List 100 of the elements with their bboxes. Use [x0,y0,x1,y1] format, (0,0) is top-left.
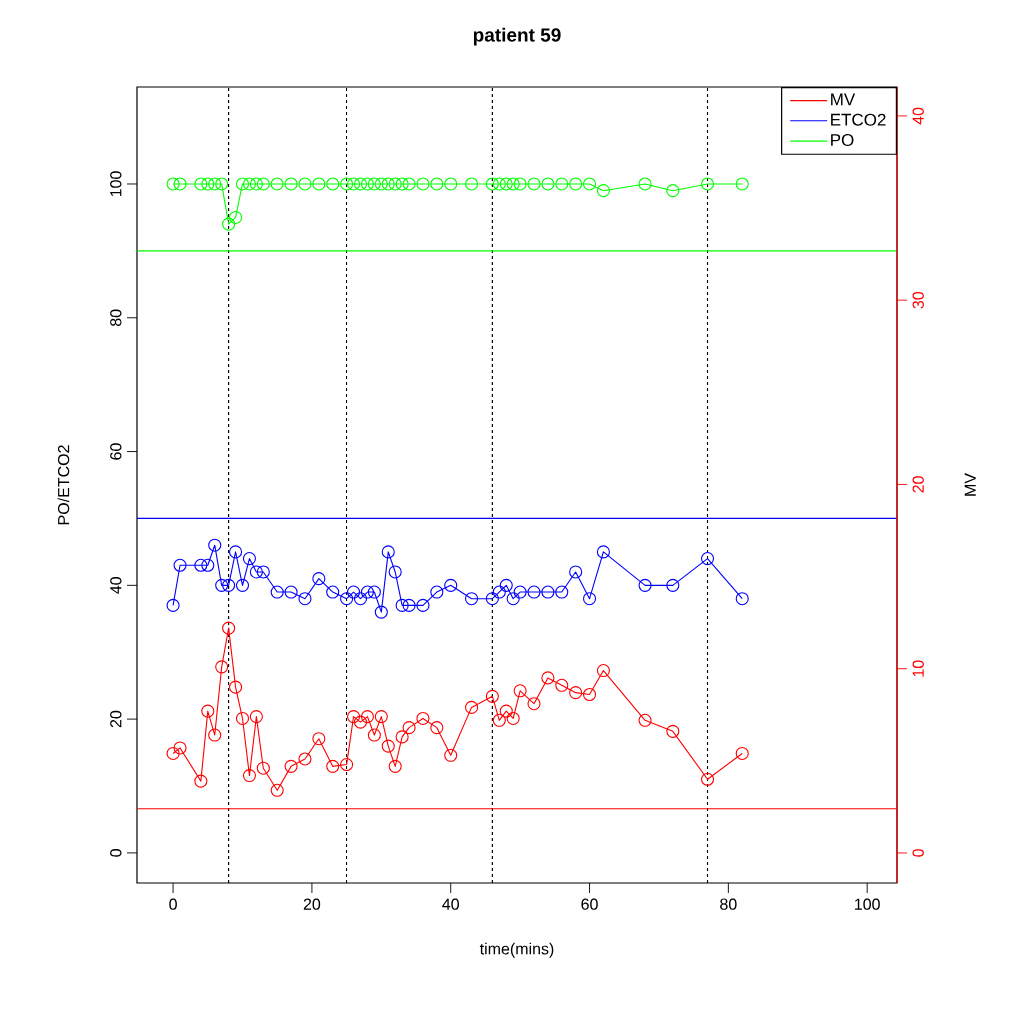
point [555,585,569,599]
point [347,710,361,724]
point [367,728,381,742]
point [235,578,250,592]
point [215,177,229,191]
point [666,724,680,738]
point [388,177,402,191]
point [735,592,749,606]
point [666,184,680,198]
point [381,739,395,753]
point [582,687,597,702]
point [444,578,458,592]
point [347,585,361,599]
point [638,177,652,191]
y-tick-label: 80 [110,309,122,326]
point [235,177,250,191]
point [222,578,236,592]
point [173,177,187,191]
point [208,177,222,191]
point [194,774,208,788]
point [569,177,583,191]
point [347,177,361,191]
point [596,664,610,678]
point [201,558,215,572]
point [208,538,222,552]
legend-label: MV [831,93,856,106]
point [527,697,541,711]
point [201,177,215,191]
point [416,711,430,725]
point [381,177,395,191]
x-tick-label: 20 [303,898,321,910]
chart-title: patient 59 [473,27,561,46]
y-tick-label: 100 [110,171,122,197]
point [700,177,715,191]
y-axis-title: PO/ETCO2 [57,445,70,525]
point [444,177,458,191]
point [492,585,506,599]
point [166,746,180,761]
point [242,177,256,191]
point [464,592,479,606]
point [541,177,555,191]
point [596,545,610,559]
point [402,177,416,191]
point [506,711,520,725]
y2-tick-label: 20 [912,476,924,493]
point [208,728,222,742]
point [374,605,388,619]
point [201,704,215,718]
point [353,592,368,606]
x-tick-label: 60 [581,898,598,910]
point [270,783,284,797]
point [444,748,458,762]
point [527,177,541,191]
y2-tick-label: 40 [912,107,924,125]
point [430,721,444,735]
y2-tick-label: 30 [912,291,924,309]
y-tick-label: 20 [110,710,122,728]
point [492,177,506,191]
point [485,689,499,703]
point [555,678,569,692]
y2-tick-label: 0 [912,849,924,857]
x-tick-label: 40 [442,898,459,910]
y-tick-label: 40 [110,577,122,594]
point [194,177,208,191]
point [464,177,479,191]
point [367,585,381,599]
point [326,177,340,191]
point [555,177,569,191]
point [353,715,368,729]
point [499,704,513,718]
point [499,177,513,191]
point [312,732,326,746]
point [513,177,527,191]
point [582,177,597,191]
point [596,184,610,198]
point [700,772,715,786]
point [388,565,402,579]
point [416,177,430,191]
point [256,761,270,775]
point [215,660,229,674]
point [388,759,402,773]
point [340,757,354,772]
point [527,585,541,599]
point [360,177,374,191]
point [284,759,298,773]
point [395,598,409,612]
point [249,565,263,579]
x-tick-label: 80 [720,898,737,910]
y-tick-label: 0 [110,849,122,857]
point [513,585,527,599]
point [381,545,395,559]
point [312,572,326,586]
point [430,177,444,191]
point [215,578,229,592]
point [326,585,340,599]
point [735,177,749,191]
point [249,710,263,724]
point [506,177,520,191]
y-tick-label: 60 [110,443,122,460]
point [638,578,652,592]
